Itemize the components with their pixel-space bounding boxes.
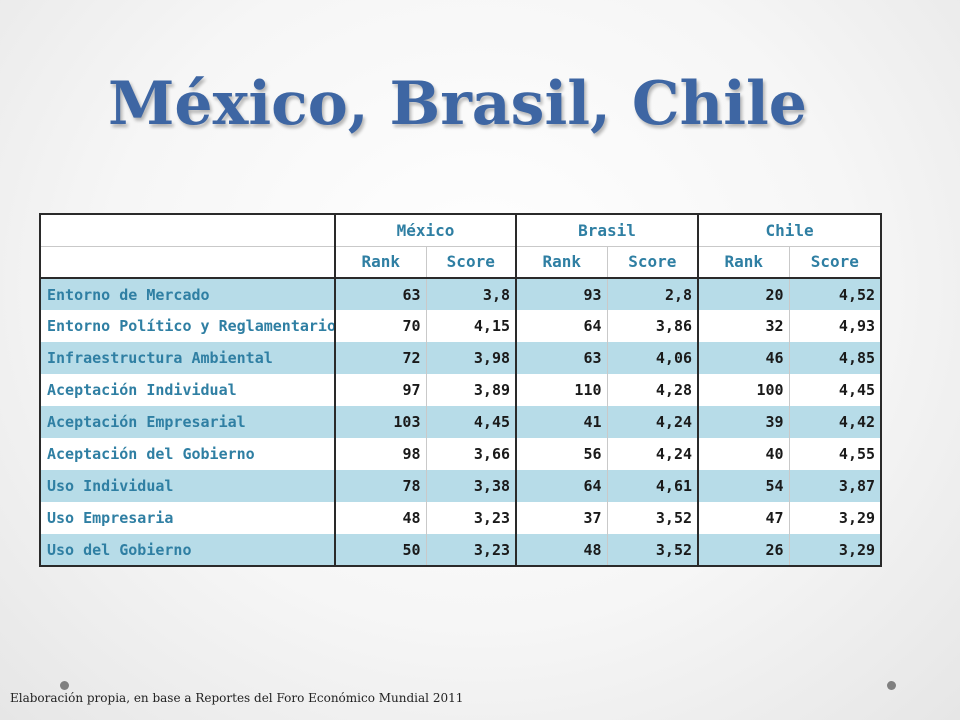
subheader-score: Score (425, 246, 517, 279)
brasil-rank-cell: 48 (515, 534, 608, 566)
chile-rank-cell: 54 (697, 470, 790, 502)
table-row: Infraestructura Ambiental 72 3,98 63 4,0… (40, 342, 882, 374)
table-row: Uso del Gobierno 50 3,23 48 3,52 26 3,29 (40, 534, 882, 566)
chile-rank-cell: 39 (697, 406, 790, 438)
mexico-rank-cell: 78 (334, 470, 426, 502)
country-header-mexico: México (333, 214, 517, 247)
table-row: Entorno de Mercado 63 3,8 93 2,8 20 4,52 (40, 278, 882, 310)
row-label: Aceptación del Gobierno (47, 445, 255, 463)
mexico-score-cell: 4,15 (425, 310, 517, 342)
row-label: Aceptación Empresarial (40, 406, 335, 438)
brasil-score-cell: 2,8 (606, 278, 699, 310)
brasil-score-cell: 4,61 (606, 470, 699, 502)
country-header-brasil: Brasil (515, 214, 699, 247)
chile-rank-cell: 26 (697, 534, 790, 566)
slide-title: México, Brasil, Chile (108, 69, 807, 139)
mexico-rank-cell: 48 (334, 502, 426, 534)
mexico-rank-cell: 97 (334, 374, 426, 406)
brasil-score-cell: 4,06 (606, 342, 699, 374)
brasil-rank-cell: 41 (515, 406, 608, 438)
chile-score-cell: 4,45 (788, 374, 882, 406)
subheader-rank: Rank (697, 246, 790, 279)
chile-score-cell: 4,42 (788, 406, 882, 438)
mexico-rank-cell: 98 (334, 438, 426, 470)
mexico-score-cell: 3,23 (425, 502, 517, 534)
subheader-rank: Rank (334, 246, 426, 279)
mexico-score-cell: 4,45 (425, 406, 517, 438)
brasil-score-cell: 4,28 (606, 374, 699, 406)
chile-score-cell: 4,93 (788, 310, 882, 342)
table-row: Uso Empresaria 48 3,23 37 3,52 47 3,29 (40, 502, 882, 534)
chile-rank-cell: 100 (697, 374, 790, 406)
row-label: Infraestructura Ambiental (40, 342, 335, 374)
chile-rank-cell: 32 (697, 310, 790, 342)
table-row: Aceptación del Gobierno 98 3,66 56 4,24 … (40, 438, 882, 470)
brasil-score-cell: 3,86 (606, 310, 699, 342)
subheader-row: Rank Score Rank Score Rank Score (40, 246, 882, 279)
header-corner-cell (40, 214, 335, 247)
brasil-rank-cell: 110 (515, 374, 608, 406)
decorative-dot-right (887, 681, 896, 690)
row-label: Uso Empresaria (47, 509, 174, 527)
chile-score-cell: 3,87 (788, 470, 882, 502)
mexico-score-cell: 3,8 (425, 278, 517, 310)
mexico-rank-cell: 103 (334, 406, 426, 438)
row-label: Entorno Político y Reglamentario (47, 317, 335, 335)
decorative-dot-left (60, 681, 69, 690)
mexico-rank-cell: 72 (334, 342, 426, 374)
brasil-rank-cell: 64 (515, 470, 608, 502)
mexico-score-cell: 3,98 (425, 342, 517, 374)
chile-score-cell: 4,52 (788, 278, 882, 310)
source-footnote: Elaboración propia, en base a Reportes d… (10, 691, 464, 705)
subheader-rank: Rank (515, 246, 608, 279)
table-row: Uso Individual 78 3,38 64 4,61 54 3,87 (40, 470, 882, 502)
brasil-score-cell: 4,24 (606, 406, 699, 438)
brasil-score-cell: 4,24 (606, 438, 699, 470)
brasil-rank-cell: 93 (515, 278, 608, 310)
country-header-chile: Chile (697, 214, 882, 247)
table-row: Aceptación Individual 97 3,89 110 4,28 1… (40, 374, 882, 406)
brasil-rank-cell: 37 (515, 502, 608, 534)
chile-score-cell: 4,85 (788, 342, 882, 374)
mexico-score-cell: 3,38 (425, 470, 517, 502)
brasil-rank-cell: 63 (515, 342, 608, 374)
row-label: Aceptación Individual (47, 381, 237, 399)
brasil-score-cell: 3,52 (606, 534, 699, 566)
mexico-score-cell: 3,66 (425, 438, 517, 470)
table-row: Entorno Político y Reglamentario 70 4,15… (40, 310, 882, 342)
brasil-score-cell: 3,52 (606, 502, 699, 534)
mexico-rank-cell: 63 (334, 278, 426, 310)
subheader-score: Score (788, 246, 882, 279)
table-row: Aceptación Empresarial 103 4,45 41 4,24 … (40, 406, 882, 438)
subheader-corner-cell (40, 246, 335, 279)
mexico-rank-cell: 70 (334, 310, 426, 342)
chile-rank-cell: 20 (697, 278, 790, 310)
comparison-table: México Brasil Chile Rank Score Rank Scor… (39, 213, 883, 567)
row-label: Uso Individual (40, 470, 335, 502)
brasil-rank-cell: 64 (515, 310, 608, 342)
mexico-score-cell: 3,89 (425, 374, 517, 406)
chile-rank-cell: 47 (697, 502, 790, 534)
country-header-row: México Brasil Chile (40, 214, 882, 247)
mexico-score-cell: 3,23 (425, 534, 517, 566)
chile-score-cell: 3,29 (788, 534, 882, 566)
chile-score-cell: 4,55 (788, 438, 882, 470)
chile-score-cell: 3,29 (788, 502, 882, 534)
row-label: Uso del Gobierno (40, 534, 335, 566)
subheader-score: Score (606, 246, 699, 279)
mexico-rank-cell: 50 (334, 534, 426, 566)
chile-rank-cell: 46 (697, 342, 790, 374)
brasil-rank-cell: 56 (515, 438, 608, 470)
row-label: Entorno de Mercado (40, 278, 335, 310)
chile-rank-cell: 40 (697, 438, 790, 470)
